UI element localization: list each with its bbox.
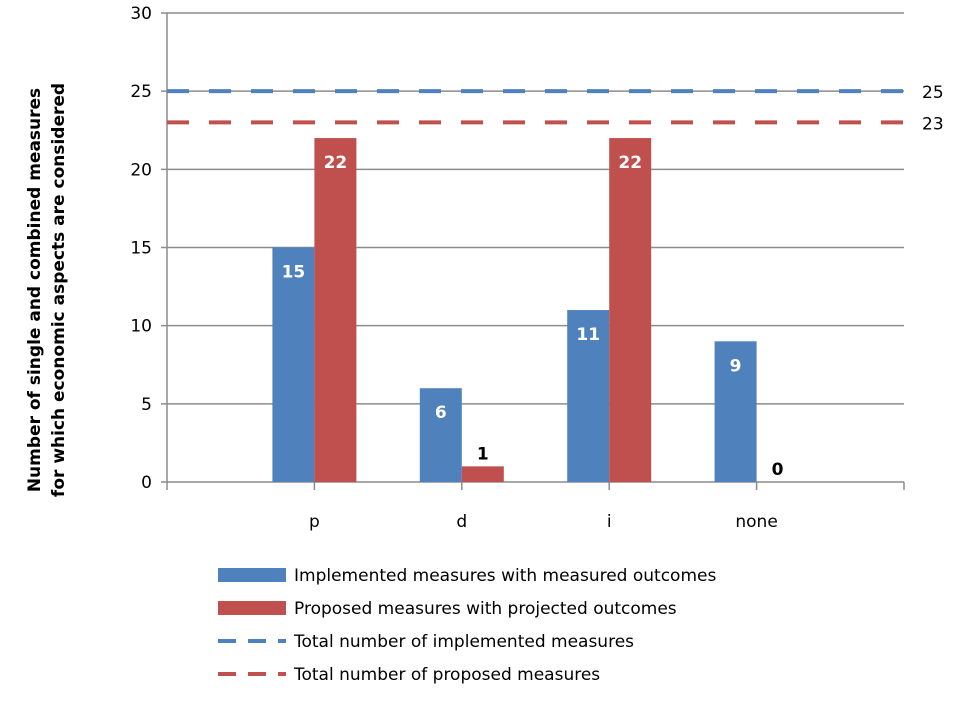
bar: [609, 138, 652, 483]
legend-entry: Proposed measures with projected outcome…: [294, 599, 677, 619]
bar: [419, 388, 462, 482]
bar: [272, 247, 315, 482]
x-tick-label: p: [309, 512, 320, 532]
y-tick-label: 5: [141, 395, 152, 415]
data-label: 22: [324, 153, 348, 173]
y-tick-label: 30: [130, 4, 152, 24]
data-label: 15: [282, 263, 306, 283]
data-label: 9: [730, 356, 742, 376]
legend-swatch: [218, 601, 286, 615]
legend-entry: Total number of proposed measures: [293, 665, 600, 685]
legend-swatch: [218, 568, 286, 582]
legend-entry: Implemented measures with measured outco…: [294, 566, 716, 586]
legend-entry: Total number of implemented measures: [293, 632, 634, 652]
y-tick-label: 15: [130, 239, 152, 259]
bar: [314, 138, 357, 483]
bar: [461, 466, 504, 482]
reference-line-label: 23: [922, 114, 944, 134]
data-label: 1: [477, 444, 489, 464]
y-tick-label: 10: [130, 317, 152, 337]
y-tick-label: 0: [141, 473, 152, 493]
y-tick-label: 20: [130, 160, 152, 180]
x-tick-label: i: [607, 512, 612, 532]
y-tick-label: 25: [130, 82, 152, 102]
data-label: 0: [772, 460, 784, 480]
bar: [714, 341, 757, 482]
data-label: 6: [435, 403, 447, 423]
y-axis-label-line: for which economic aspects are considere…: [49, 83, 69, 497]
data-label: 11: [576, 325, 600, 345]
x-tick-label: d: [456, 512, 467, 532]
y-axis-label: Number of single and combined measures fo…: [25, 83, 69, 497]
y-axis-label-line: Number of single and combined measures: [25, 88, 45, 492]
data-label: 22: [618, 153, 642, 173]
x-tick-label: none: [735, 512, 777, 532]
reference-line-label: 25: [922, 83, 944, 103]
bar: [567, 310, 610, 482]
